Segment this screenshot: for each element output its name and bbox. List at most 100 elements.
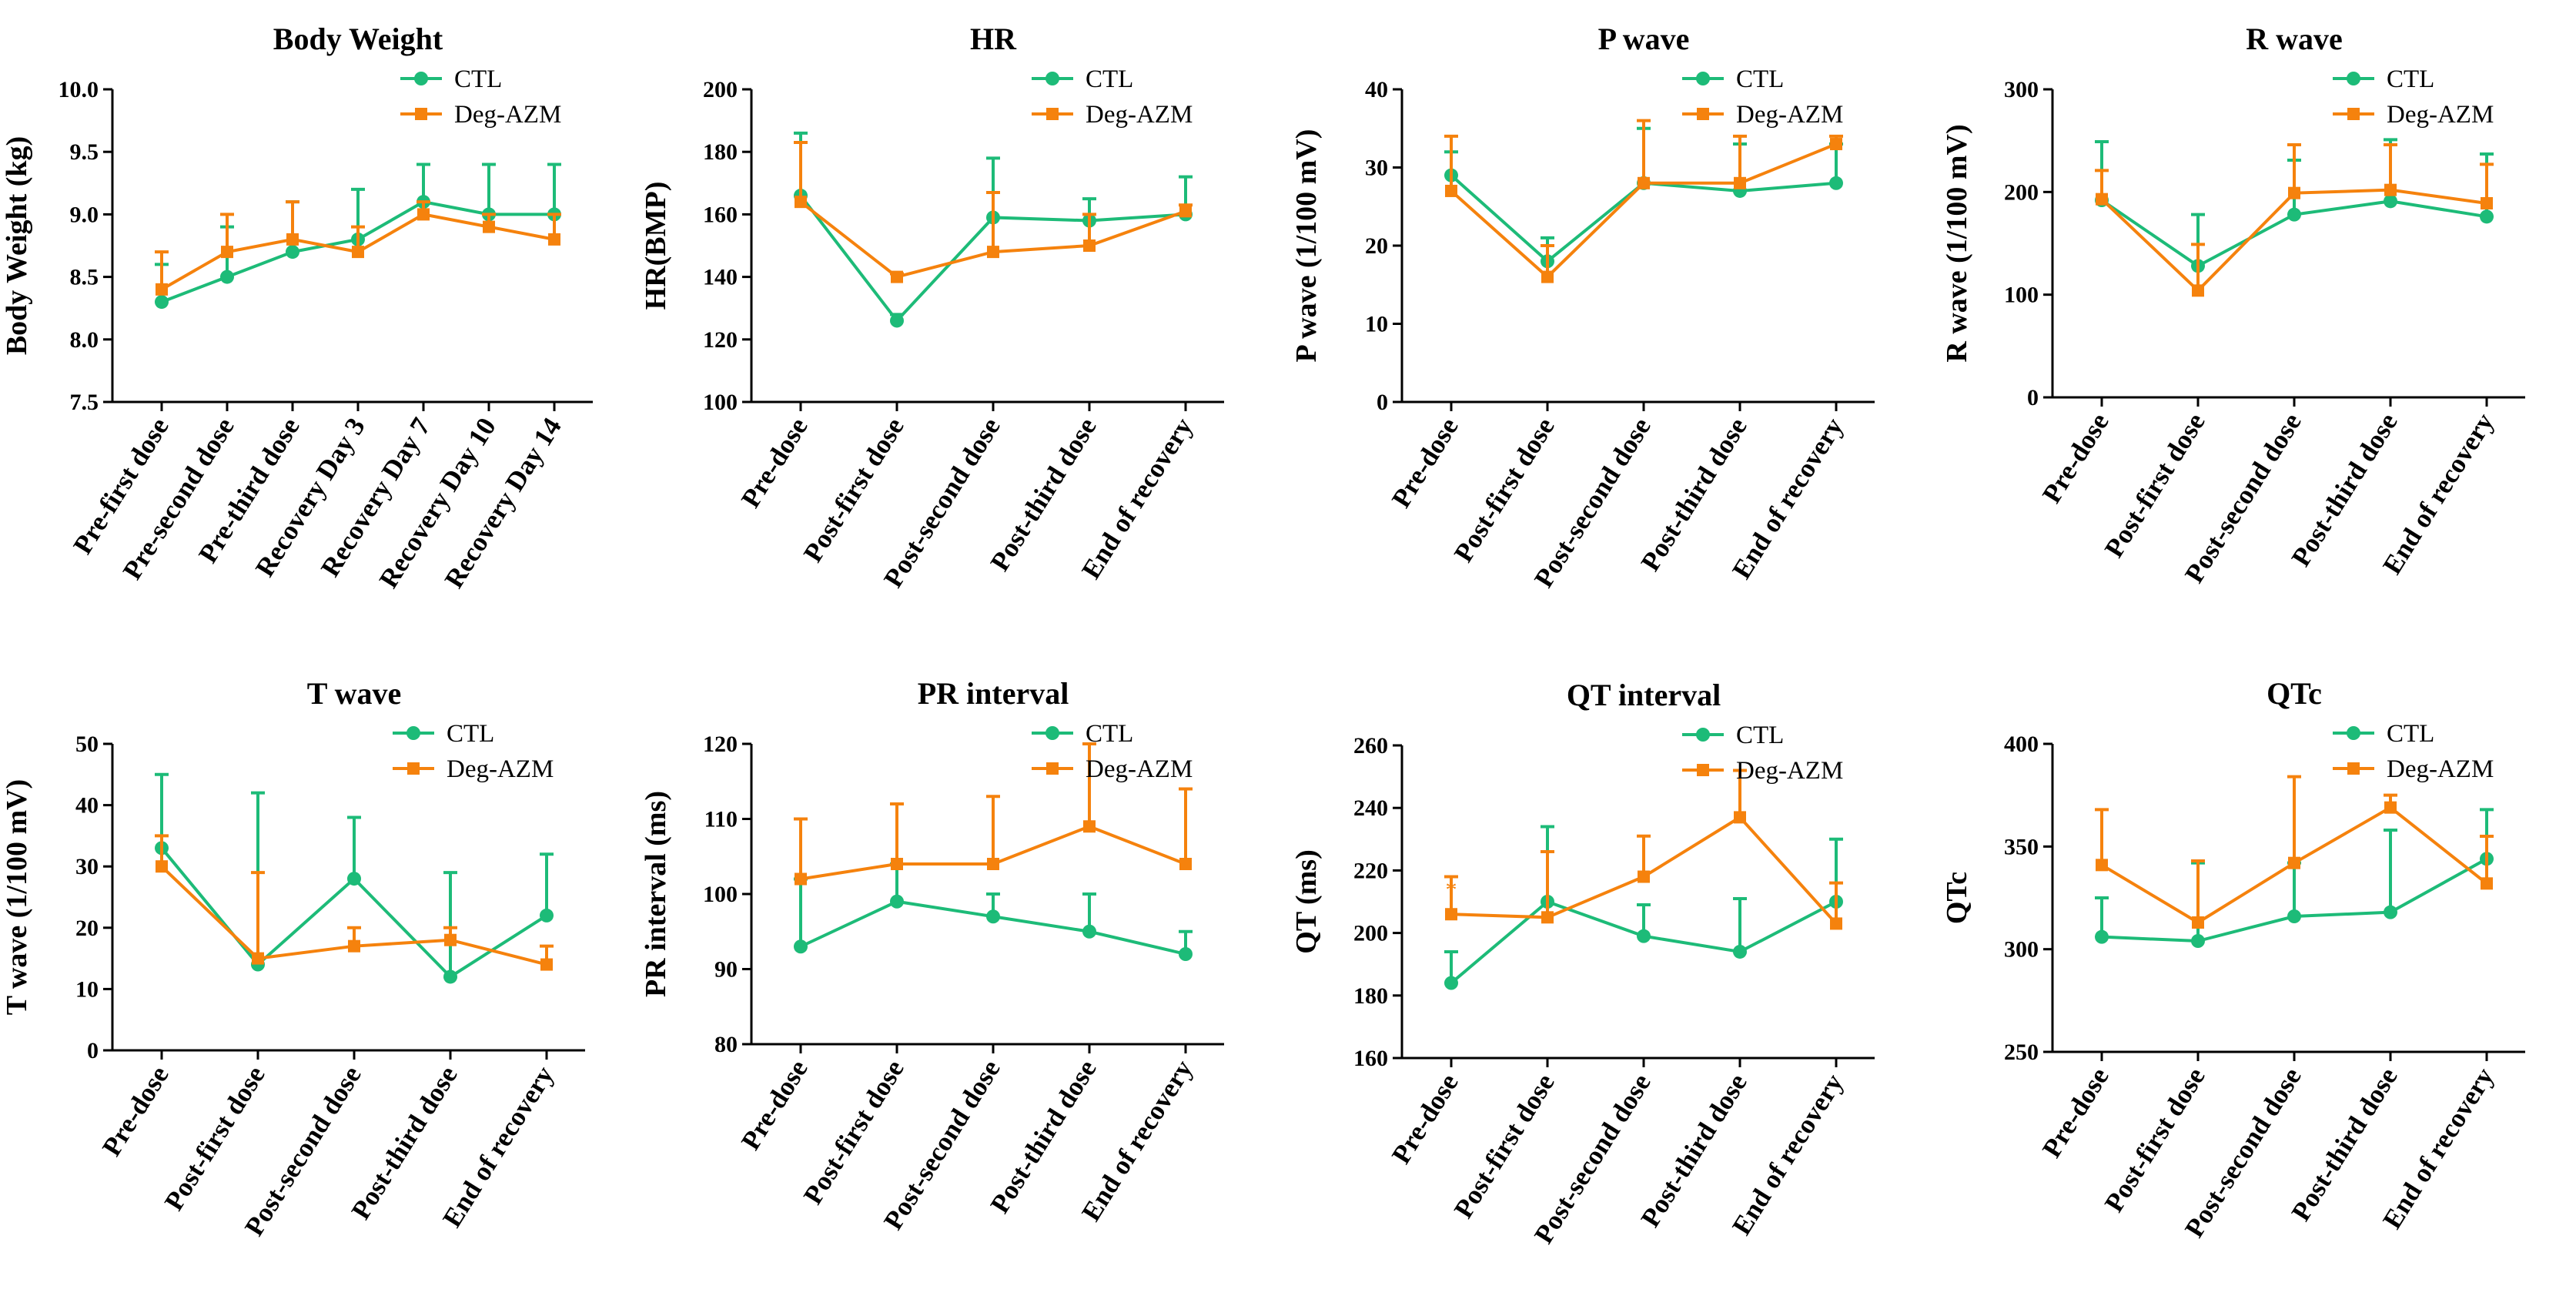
x-tick-label: Pre-dose bbox=[2036, 1063, 2115, 1164]
y-tick-label: 10 bbox=[75, 976, 99, 1002]
legend-item-ctl: CTL bbox=[1032, 720, 1133, 748]
legend-item-ctl: CTL bbox=[2333, 720, 2434, 748]
y-tick-label: 9.0 bbox=[70, 202, 99, 227]
data-point bbox=[2192, 916, 2204, 929]
y-axis-label: PR interval (ms) bbox=[640, 791, 672, 997]
panel-r-wave: R wave R wave (1/100 mV) 0 100 200 300 Pre-dos… bbox=[1941, 22, 2525, 588]
legend-label: CTL bbox=[2387, 65, 2434, 93]
legend-marker bbox=[2347, 72, 2360, 85]
series-deg-azm bbox=[794, 141, 1193, 283]
series-deg-azm bbox=[1444, 119, 1843, 283]
data-point bbox=[1541, 911, 1554, 924]
x-tick-label: Post-third dose bbox=[2286, 408, 2404, 572]
legend: CTL Deg-AZM bbox=[2333, 720, 2494, 783]
legend-item-deg-azm: Deg-AZM bbox=[393, 755, 554, 783]
legend: CTL Deg-AZM bbox=[2333, 65, 2494, 129]
legend-marker bbox=[406, 726, 420, 740]
data-point bbox=[2096, 859, 2108, 872]
legend-marker bbox=[1045, 72, 1059, 85]
legend-label: Deg-AZM bbox=[1736, 757, 1843, 785]
legend-label: CTL bbox=[1736, 722, 1784, 749]
legend-label: CTL bbox=[1086, 720, 1133, 748]
data-point bbox=[1638, 176, 1650, 189]
panel-title: HR bbox=[970, 22, 1017, 56]
data-point bbox=[2481, 877, 2493, 890]
data-point bbox=[548, 233, 560, 246]
y-tick-label: 8.0 bbox=[70, 327, 99, 353]
y-tick-label: 8.5 bbox=[70, 265, 99, 290]
significance-marker: * bbox=[1446, 877, 1457, 902]
data-point bbox=[1082, 924, 1096, 939]
y-tick-label: 10.0 bbox=[59, 77, 99, 102]
y-tick-label: 7.5 bbox=[70, 390, 99, 415]
data-point bbox=[2287, 207, 2301, 222]
legend: CTL Deg-AZM bbox=[1032, 720, 1193, 783]
legend-label: Deg-AZM bbox=[1086, 755, 1193, 783]
data-point bbox=[794, 939, 808, 954]
y-tick-label: 120 bbox=[703, 732, 738, 757]
y-tick-label: 180 bbox=[1353, 983, 1388, 1009]
x-tick-label: Pre-dose bbox=[735, 413, 814, 514]
legend-marker bbox=[1696, 72, 1710, 85]
legend-marker bbox=[2347, 726, 2360, 740]
data-point bbox=[1083, 820, 1096, 833]
panel-body-weight: Body Weight Body Weight (kg) 7.5 8.0 8.5 9.0 9… bbox=[1, 22, 593, 594]
legend-item-deg-azm: Deg-AZM bbox=[1682, 101, 1843, 129]
y-tick-label: 110 bbox=[704, 807, 738, 832]
x-tick-label: Post-first dose bbox=[1448, 413, 1561, 568]
data-point bbox=[443, 969, 457, 984]
data-point bbox=[1179, 205, 1192, 218]
legend-label: CTL bbox=[1736, 65, 1784, 93]
legend-item-ctl: CTL bbox=[400, 65, 502, 93]
legend-label: Deg-AZM bbox=[1086, 101, 1193, 129]
x-tick-label: Pre-dose bbox=[1386, 413, 1464, 514]
y-tick-label: 20 bbox=[1365, 233, 1388, 259]
legend-item-ctl: CTL bbox=[1682, 65, 1784, 93]
panel-pr-interval: PR interval PR interval (ms) 80 90 100 110 120… bbox=[640, 676, 1224, 1235]
series-deg-azm bbox=[155, 834, 554, 971]
y-tick-label: 260 bbox=[1353, 733, 1388, 758]
data-point bbox=[352, 246, 364, 259]
data-point bbox=[483, 220, 495, 233]
data-point bbox=[2480, 209, 2494, 224]
legend-marker bbox=[1046, 108, 1059, 120]
y-tick-label: 250 bbox=[2004, 1040, 2039, 1065]
x-tick-label: Post-third dose bbox=[1635, 1069, 1753, 1233]
y-tick-label: 300 bbox=[2004, 77, 2039, 102]
data-point bbox=[2287, 909, 2301, 923]
y-tick-label: 100 bbox=[703, 390, 738, 415]
data-point bbox=[795, 872, 807, 886]
legend-item-deg-azm: Deg-AZM bbox=[2333, 755, 2494, 783]
panel-title: P wave bbox=[1598, 22, 1690, 56]
x-tick-label: Pre-dose bbox=[735, 1055, 814, 1156]
data-point bbox=[1830, 917, 1842, 930]
panel-t-wave: T wave T wave (1/100 mV) 0 10 20 30 40 50 Pre-do… bbox=[1, 676, 585, 1241]
x-tick-label: Post-first dose bbox=[798, 1055, 910, 1210]
data-point bbox=[1179, 947, 1193, 961]
panel-title: QT interval bbox=[1567, 678, 1721, 712]
data-point bbox=[1541, 270, 1554, 283]
y-tick-label: 40 bbox=[75, 793, 99, 819]
y-tick-label: 350 bbox=[2004, 834, 2039, 859]
data-point bbox=[1734, 811, 1746, 824]
y-tick-label: 30 bbox=[75, 854, 99, 879]
y-tick-label: 50 bbox=[75, 732, 99, 757]
x-tick-label: Post-first dose bbox=[159, 1061, 271, 1216]
data-point bbox=[890, 313, 904, 328]
data-point bbox=[1638, 870, 1650, 883]
legend-item-ctl: CTL bbox=[393, 720, 494, 748]
y-tick-label: 20 bbox=[75, 916, 99, 941]
legend-label: CTL bbox=[447, 720, 494, 748]
legend-marker bbox=[2347, 762, 2360, 775]
y-axis-label: HR(BMP) bbox=[640, 182, 672, 310]
x-tick-label: Post-third dose bbox=[2286, 1063, 2404, 1227]
data-point bbox=[2384, 905, 2397, 919]
x-tick-label: Post-first dose bbox=[798, 413, 910, 568]
x-tick-label: Post-third dose bbox=[985, 1055, 1102, 1219]
series-deg-azm bbox=[794, 742, 1193, 886]
legend: CTL Deg-AZM bbox=[1682, 65, 1843, 129]
data-point bbox=[891, 858, 903, 870]
data-point bbox=[2191, 934, 2205, 948]
